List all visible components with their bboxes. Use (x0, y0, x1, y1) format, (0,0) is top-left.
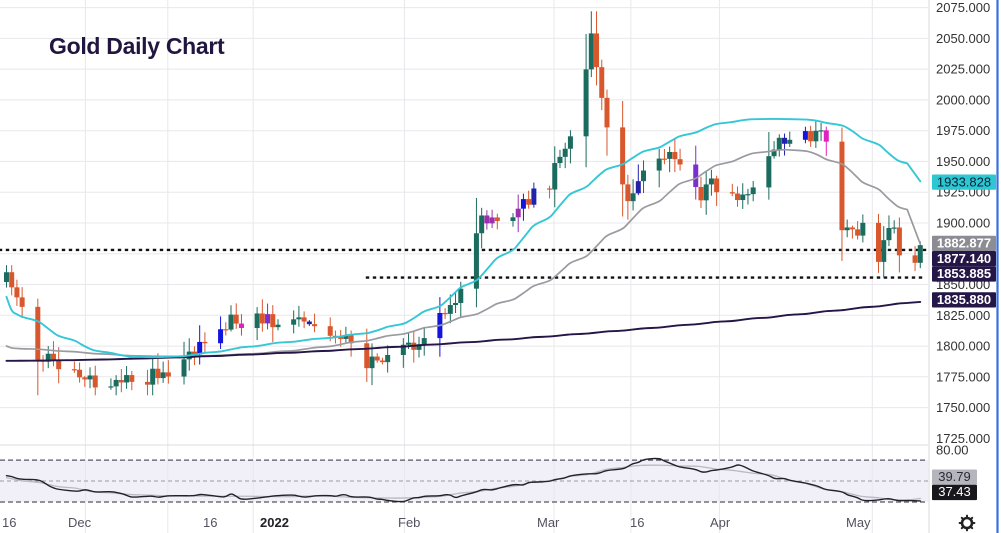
svg-text:80.00: 80.00 (936, 443, 969, 458)
svg-text:1853.885: 1853.885 (937, 266, 991, 281)
svg-text:1900.000: 1900.000 (936, 216, 990, 231)
svg-text:1825.000: 1825.000 (936, 308, 990, 323)
svg-text:1975.000: 1975.000 (936, 123, 990, 138)
svg-text:2025.000: 2025.000 (936, 62, 990, 77)
svg-text:39.79: 39.79 (938, 469, 971, 484)
svg-text:1750.000: 1750.000 (936, 400, 990, 415)
svg-text:2075.000: 2075.000 (936, 0, 990, 15)
svg-text:1775.000: 1775.000 (936, 369, 990, 384)
svg-text:1933.828: 1933.828 (937, 175, 991, 190)
svg-text:1882.877: 1882.877 (937, 236, 991, 251)
svg-text:1877.140: 1877.140 (937, 251, 991, 266)
svg-text:1835.880: 1835.880 (937, 292, 991, 307)
svg-text:37.43: 37.43 (938, 484, 971, 499)
svg-text:2050.000: 2050.000 (936, 31, 990, 46)
svg-text:1950.000: 1950.000 (936, 154, 990, 169)
svg-text:1800.000: 1800.000 (936, 339, 990, 354)
svg-text:2000.000: 2000.000 (936, 92, 990, 107)
